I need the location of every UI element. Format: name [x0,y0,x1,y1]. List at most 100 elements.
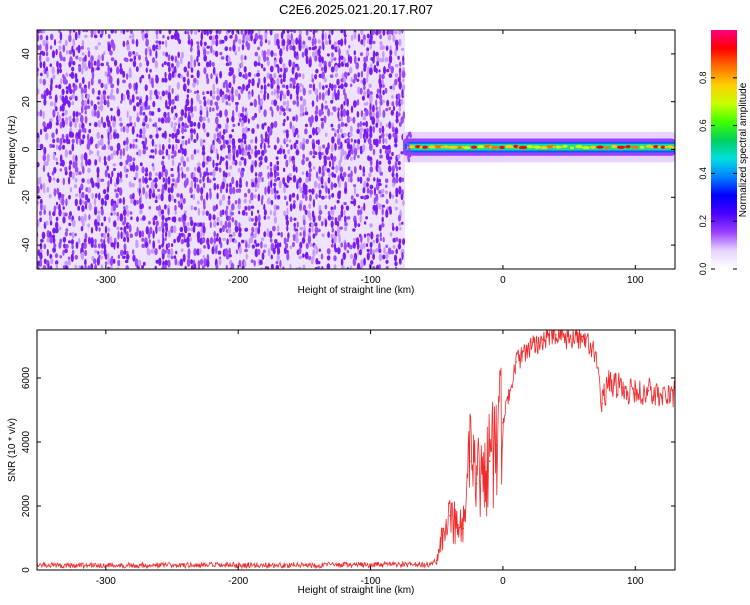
signal-core [616,145,626,149]
signal-onset-speckle [407,143,410,148]
spectrogram-x-tick-label: 100 [627,275,644,286]
signal-core [639,145,645,149]
snr-data-point [429,563,431,566]
colorbar-tick-label: 0.4 [698,167,708,180]
snr-y-axis-label: SNR (10 * v/v) [7,418,18,482]
signal-onset-speckle [409,133,412,138]
signal-core [470,145,478,149]
snr-y-tick-label: 2000 [21,494,32,517]
signal-core [657,146,661,149]
spectrogram-y-tick-label: -40 [21,237,32,252]
signal-core [582,146,590,150]
signal-core [440,146,444,149]
snr-x-tick-label: -300 [96,576,116,587]
signal-core [477,145,485,149]
signal-core [443,145,449,149]
snr-y-tick-label: 4000 [21,430,32,453]
snr-data-point [541,338,544,341]
signal-core [650,146,654,149]
snr-frame [36,329,676,571]
spectrogram-y-tick-label: 0 [21,146,32,152]
signal-core [428,145,436,149]
signal-core [596,145,604,149]
colorbar-ticks: 0.0 0.2 0.4 0.6 0.8 [698,72,737,276]
signal-core [631,145,639,149]
snr-x-tick-label: 0 [500,576,506,587]
snr-x-tick-label: -200 [228,576,248,587]
signal-core [463,146,471,150]
signal-onset-speckle [407,152,410,157]
signal-core [570,146,574,150]
signal-core [653,145,659,149]
snr-x-axis-label: Height of straight line (km) [298,585,415,596]
figure-title: C2E6.2025.021.20.17.R07 [279,2,433,17]
snr-data-point [508,390,511,392]
snr-x-tick-label: 100 [627,576,644,587]
signal-core [533,145,541,149]
snr-data-point [568,338,570,341]
snr-y-tick-label: 0 [21,567,32,573]
colorbar: 0.0 0.2 0.4 0.6 0.8 Normalized spectral ampl… [698,30,749,275]
signal-onset-speckle [407,157,411,163]
signal-core [625,145,631,149]
spectrogram-x-tick-label: 0 [500,275,506,286]
signal-core [454,146,458,149]
snr-data-point [475,482,478,485]
spectrogram-plot-area [37,30,675,269]
spectrogram-x-tick-label: -100 [361,275,381,286]
snr-data-point [435,559,438,562]
signal-core [457,145,463,150]
snr-data-point [442,527,445,530]
snr-data-point [608,380,610,383]
signal-core [415,145,421,149]
signal-core [667,145,673,149]
snr-data-point [237,564,239,566]
colorbar-gradient [711,30,737,269]
signal-core [559,146,563,149]
snr-data-point [449,514,451,517]
signal-onset-speckle [404,148,408,153]
signal-core [664,146,668,149]
signal-core [671,146,675,149]
snr-data-point [528,348,531,351]
signal-core [491,146,499,150]
signal-core [552,146,556,149]
snr-data-point [495,444,498,447]
snr-data-point [621,386,623,389]
snr-data-point [369,564,372,566]
signal-core [540,146,548,150]
snr-data-point [601,402,603,405]
spectrogram-y-tick-label: 40 [21,48,32,60]
snr-data-point [634,393,637,395]
signal-core [518,145,528,150]
snr-data-point [488,460,491,463]
signal-core [604,146,610,150]
snr-data-point [502,422,504,424]
signal-core [510,146,514,149]
snr-data-point [482,473,484,475]
signal-core [526,145,534,149]
signal-core [590,145,596,149]
signal-core [611,144,617,149]
snr-x-tick-label: -100 [361,576,381,587]
snr-data-point [647,390,650,392]
colorbar-tick-label: 0.0 [698,263,708,276]
spectrogram-x-tick-label: -300 [96,275,116,286]
spectrogram-y-axis-label: Frequency (Hz) [7,116,18,185]
colorbar-tick-label: 0.8 [698,72,708,85]
snr-data-point [660,396,663,399]
signal-core [422,145,428,149]
noise-speckle [37,30,406,269]
signal-core [499,145,505,150]
signal-core [419,146,423,149]
signal-band [402,131,675,163]
snr-data-point [455,521,458,523]
snr-data-point [581,335,584,338]
snr-y-tick-label: 6000 [21,366,32,389]
snr-data-point [469,460,471,463]
